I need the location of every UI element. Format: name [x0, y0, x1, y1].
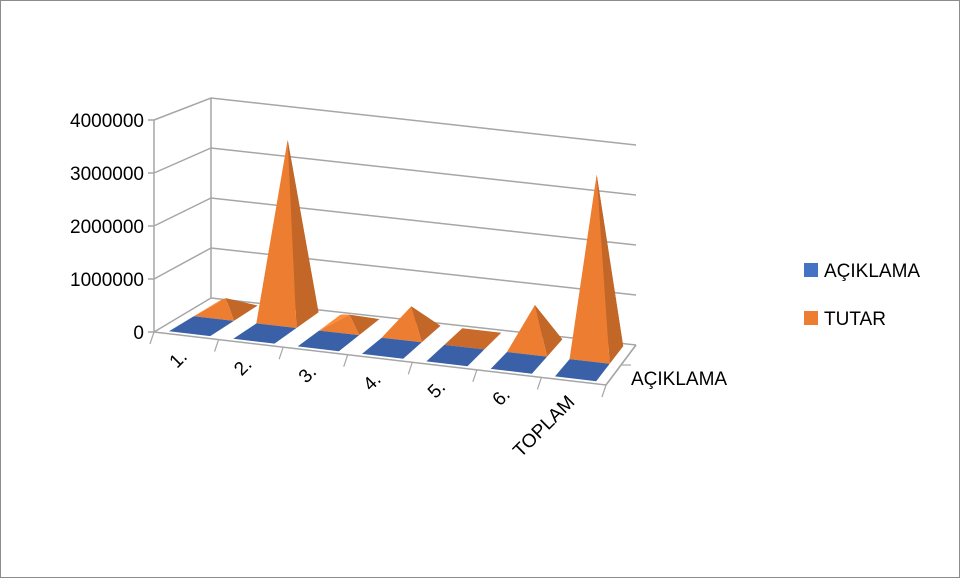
- x-tick-mark: [601, 384, 607, 398]
- side-wall-edge: [153, 98, 212, 333]
- x-tick-label: 1.: [166, 346, 192, 372]
- pyramid-TUTAR-6: [569, 174, 624, 364]
- gridline: [153, 247, 637, 296]
- x-tick-mark: [536, 377, 542, 390]
- pyramid-front-face: [193, 298, 234, 321]
- pyramid-AÇIKLAMA-5: [490, 352, 548, 374]
- y-tick-label: 2000000: [70, 217, 144, 238]
- pyramid-right-face: [287, 140, 319, 328]
- data-marks: [169, 140, 624, 382]
- pyramid-AÇIKLAMA-0: [169, 316, 234, 337]
- pyramid-right-face: [534, 305, 563, 357]
- pyramid-front-face: [569, 174, 610, 364]
- gridline: [153, 197, 637, 246]
- legend-swatch: [804, 311, 818, 325]
- pyramid-front-face: [256, 140, 297, 328]
- x-tick-label: 2.: [230, 354, 256, 380]
- legend-label: AÇIKLAMA: [824, 261, 920, 282]
- pyramid-TUTAR-1: [256, 140, 319, 328]
- depth-axis-label: AÇIKLAMA: [631, 369, 727, 390]
- pyramid-AÇIKLAMA-2: [297, 330, 360, 352]
- x-tick-label: 5.: [424, 377, 450, 403]
- pyramid-right-face: [411, 306, 441, 343]
- x-tick-mark: [343, 354, 349, 367]
- x-tick-mark: [472, 369, 478, 383]
- pyramid-front-face: [319, 314, 360, 336]
- pyramid-left-face: [319, 314, 350, 331]
- pyramid-AÇIKLAMA-4: [426, 344, 485, 367]
- pyramid-AÇIKLAMA-3: [362, 337, 422, 359]
- legend-label: TUTAR: [824, 309, 886, 330]
- x-tick-label: TOPLAM: [509, 392, 579, 462]
- pyramid-TUTAR-4: [444, 328, 502, 350]
- pyramid-front-face: [507, 305, 548, 357]
- pyramid-TUTAR-5: [507, 305, 563, 357]
- y-tick-label: 4000000: [70, 111, 144, 132]
- y-tick-label: 1000000: [70, 270, 144, 291]
- x-tick-mark: [407, 362, 413, 375]
- legend-swatch: [804, 263, 818, 277]
- y-axis-tick-labels: 0 1000000 2000000 3000000 4000000: [70, 111, 144, 344]
- gridline: [153, 97, 637, 146]
- pyramid-right-face: [225, 298, 258, 321]
- pyramid-TUTAR-3: [381, 306, 441, 343]
- pyramid-left-face: [193, 298, 226, 317]
- pyramid-right-face: [596, 174, 624, 364]
- x-tick-label: 6.: [489, 384, 515, 410]
- pyramid-right-face: [349, 314, 380, 336]
- gridline: [153, 147, 637, 196]
- pyramid-AÇIKLAMA-1: [233, 323, 297, 344]
- pyramid-AÇIKLAMA-6: [555, 359, 610, 382]
- legend: AÇIKLAMA TUTAR: [804, 261, 920, 330]
- x-tick-label: 4.: [359, 369, 385, 395]
- pyramid-front-face: [381, 306, 422, 343]
- x-tick-mark: [214, 339, 220, 352]
- y-tick-label: 3000000: [70, 164, 144, 185]
- pyramid-TUTAR-2: [319, 314, 380, 336]
- x-tick-label: 3.: [295, 362, 321, 388]
- gridlines: [148, 97, 637, 398]
- y-tick-label: 0: [133, 323, 144, 344]
- x-tick-mark: [278, 346, 284, 360]
- x-tick-mark: [149, 331, 155, 345]
- pyramid-TUTAR-0: [193, 298, 258, 321]
